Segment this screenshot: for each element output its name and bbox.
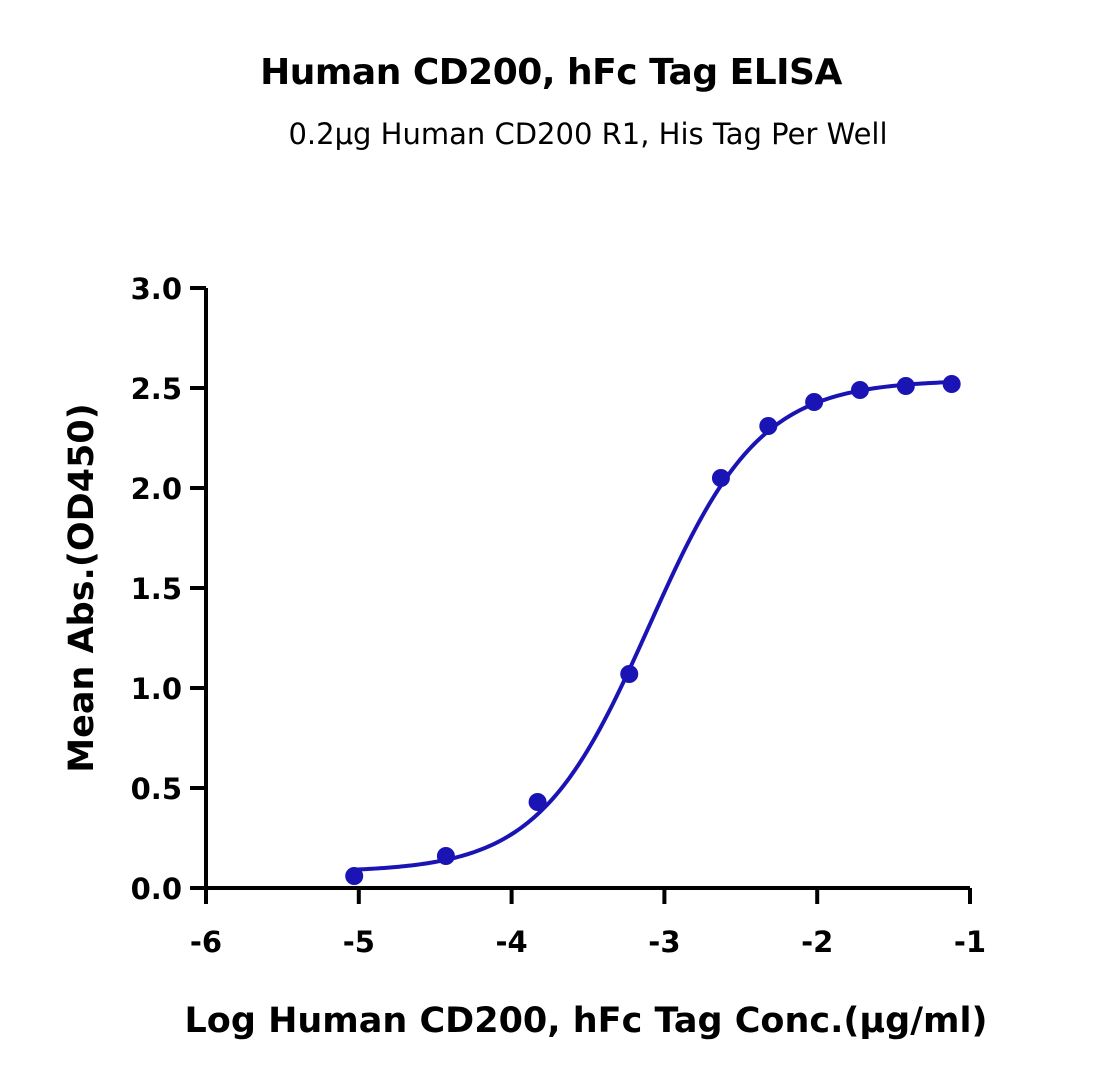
x-tick-label: -2 [801, 925, 833, 959]
axes: 0.0 0.5 1.0 1.5 2.0 2.5 3.0 -6 -5 -4 -3 -2 -1 [131, 272, 986, 959]
chart-title: Human CD200, hFc Tag ELISA [260, 52, 842, 93]
fit-curve [354, 380, 952, 872]
data-point [805, 393, 824, 411]
x-tick-label: -6 [190, 925, 222, 959]
x-tick-label: -1 [954, 925, 986, 959]
y-tick-label: 0.5 [131, 772, 182, 806]
x-tick-label: -4 [495, 925, 527, 959]
y-tick-label: 0.0 [131, 872, 182, 906]
data-point [711, 469, 730, 487]
fit-curve-layer [354, 380, 952, 872]
data-point [528, 793, 547, 811]
data-points-layer [345, 375, 961, 885]
data-point [345, 867, 364, 885]
data-point [436, 847, 455, 865]
y-tick-label: 1.5 [131, 572, 182, 606]
y-tick-label: 2.5 [131, 372, 182, 406]
chart-subtitle: 0.2μg Human CD200 R1, His Tag Per Well [288, 117, 888, 151]
y-tick-label: 2.0 [131, 472, 182, 506]
x-axis-title: Log Human CD200, hFc Tag Conc.(μg/ml) [185, 1001, 988, 1041]
y-axis-title: Mean Abs.(OD450) [62, 403, 102, 772]
data-point [850, 381, 869, 399]
data-point [942, 375, 961, 393]
data-point [759, 417, 778, 435]
data-point [620, 665, 639, 683]
y-tick-label: 1.0 [131, 672, 182, 706]
data-point [896, 377, 915, 395]
x-tick-label: -3 [648, 925, 680, 959]
y-tick-label: 3.0 [131, 272, 182, 306]
x-tick-label: -5 [343, 925, 375, 959]
